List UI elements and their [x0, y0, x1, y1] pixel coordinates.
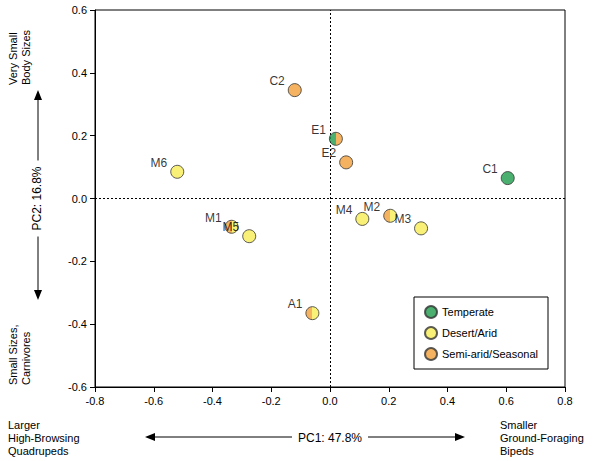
svg-text:M5: M5 [223, 220, 240, 234]
svg-text:0.8: 0.8 [557, 395, 572, 407]
svg-text:PC2: 16.8%: PC2: 16.8% [30, 166, 44, 230]
svg-text:Larger: Larger [8, 419, 43, 431]
svg-text:M2: M2 [364, 200, 381, 214]
svg-text:0.6: 0.6 [72, 4, 87, 16]
svg-text:0.0: 0.0 [322, 395, 337, 407]
svg-text:Very Small: Very Small [7, 29, 19, 85]
svg-text:Ground-Foraging: Ground-Foraging [500, 432, 587, 444]
svg-text:E2: E2 [321, 146, 336, 160]
svg-text:M6: M6 [151, 156, 168, 170]
svg-text:Carnivores: Carnivores [20, 331, 32, 385]
svg-text:Temperate: Temperate [442, 306, 494, 318]
svg-text:Small Sizes,: Small Sizes, [7, 321, 19, 385]
svg-text:M4: M4 [336, 203, 353, 217]
svg-text:Smaller: Smaller [500, 419, 540, 431]
svg-text:0.6: 0.6 [499, 395, 514, 407]
svg-text:-0.2: -0.2 [262, 395, 281, 407]
svg-text:Semi-arid/Seasonal: Semi-arid/Seasonal [442, 348, 538, 360]
svg-text:Bipeds: Bipeds [500, 445, 534, 457]
svg-text:M3: M3 [394, 212, 411, 226]
svg-text:0.2: 0.2 [72, 130, 87, 142]
svg-text:A1: A1 [288, 297, 303, 311]
svg-text:-0.4: -0.4 [203, 395, 222, 407]
svg-text:-0.2: -0.2 [68, 255, 87, 267]
svg-text:High-Browsing: High-Browsing [8, 432, 83, 444]
svg-text:M1: M1 [205, 211, 222, 225]
svg-text:-0.4: -0.4 [68, 318, 87, 330]
svg-text:0.2: 0.2 [381, 395, 396, 407]
svg-text:PC1: 47.8%: PC1: 47.8% [298, 431, 362, 445]
svg-text:C1: C1 [482, 162, 498, 176]
svg-text:E1: E1 [311, 123, 326, 137]
svg-text:-0.6: -0.6 [144, 395, 163, 407]
svg-text:0.4: 0.4 [72, 67, 87, 79]
svg-text:Body Sizes: Body Sizes [20, 29, 32, 85]
svg-text:-0.6: -0.6 [68, 381, 87, 393]
svg-text:Quadrupeds: Quadrupeds [8, 445, 69, 457]
svg-text:C2: C2 [269, 74, 285, 88]
svg-text:0.0: 0.0 [72, 193, 87, 205]
svg-text:-0.8: -0.8 [86, 395, 105, 407]
svg-text:0.4: 0.4 [440, 395, 455, 407]
svg-text:Desert/Arid: Desert/Arid [442, 327, 497, 339]
